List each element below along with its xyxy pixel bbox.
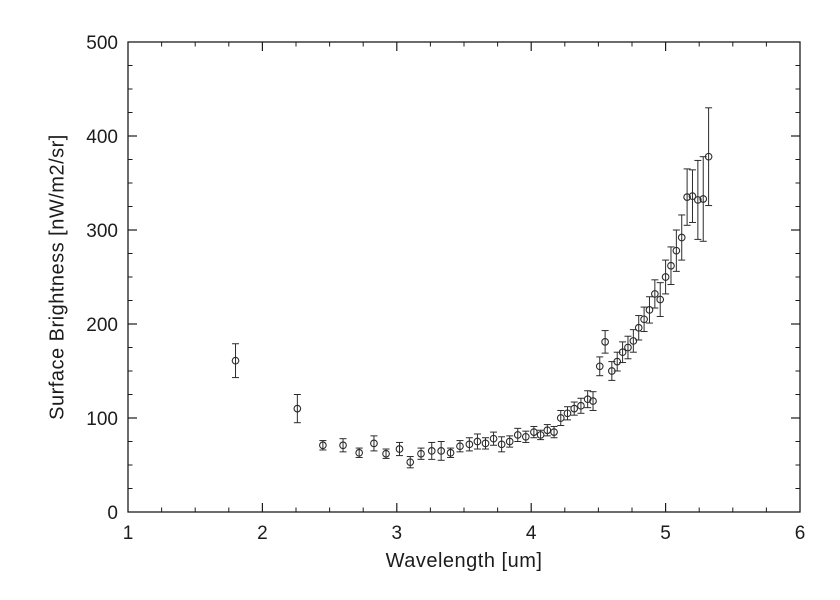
svg-text:2: 2 [257, 523, 268, 544]
y-axis-label: Surface Brightness [nW/m2/sr] [46, 134, 69, 420]
svg-text:0: 0 [107, 503, 118, 524]
svg-text:300: 300 [86, 221, 118, 242]
svg-text:1: 1 [123, 523, 134, 544]
svg-text:6: 6 [795, 523, 806, 544]
x-axis-label: Wavelength [um] [385, 550, 543, 572]
svg-text:3: 3 [392, 523, 403, 544]
svg-text:5: 5 [660, 523, 671, 544]
svg-text:500: 500 [86, 33, 118, 54]
svg-text:400: 400 [86, 127, 118, 148]
svg-text:100: 100 [86, 409, 118, 430]
svg-text:200: 200 [86, 315, 118, 336]
svg-text:4: 4 [526, 523, 537, 544]
